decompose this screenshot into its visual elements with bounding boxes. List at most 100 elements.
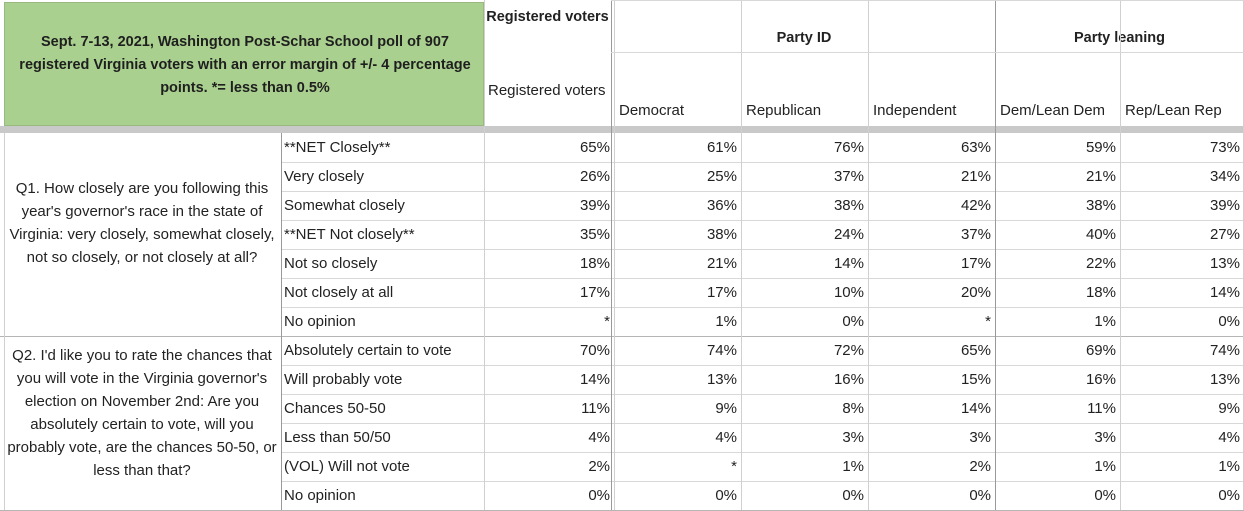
value-cell[interactable]: 34% (1209, 168, 1240, 185)
value-cell[interactable]: 2% (588, 458, 610, 475)
value-cell[interactable]: 16% (833, 371, 864, 388)
column-gridline (868, 0, 869, 510)
value-cell[interactable]: 76% (833, 139, 864, 156)
value-cell[interactable]: 1% (715, 313, 737, 330)
value-cell[interactable]: 3% (1094, 429, 1116, 446)
value-cell[interactable]: 38% (1085, 197, 1116, 214)
value-cell[interactable]: 65% (579, 139, 610, 156)
poll-title: Sept. 7-13, 2021, Washington Post-Schar … (19, 34, 471, 96)
value-cell[interactable]: 14% (1209, 284, 1240, 301)
value-cell[interactable]: 0% (1094, 487, 1116, 504)
column-header-independent: Independent (873, 102, 957, 119)
value-cell[interactable]: 9% (715, 400, 737, 417)
value-cell[interactable]: 72% (833, 342, 864, 359)
value-cell[interactable]: 69% (1085, 342, 1116, 359)
value-cell[interactable]: 0% (842, 487, 864, 504)
value-cell[interactable]: 21% (960, 168, 991, 185)
value-cell[interactable]: 9% (1218, 400, 1240, 417)
value-cell[interactable]: 20% (960, 284, 991, 301)
value-cell[interactable]: 38% (833, 197, 864, 214)
value-cell[interactable]: 24% (833, 226, 864, 243)
value-cell[interactable]: 3% (969, 429, 991, 446)
value-cell[interactable]: 4% (715, 429, 737, 446)
value-cell[interactable]: 1% (1094, 458, 1116, 475)
value-cell[interactable]: 4% (588, 429, 610, 446)
value-cell[interactable]: 40% (1085, 226, 1116, 243)
value-cell[interactable]: 1% (1218, 458, 1240, 475)
value-cell[interactable]: 16% (1085, 371, 1116, 388)
value-cell[interactable]: 0% (842, 313, 864, 330)
value-cell[interactable]: 21% (706, 255, 737, 272)
question-text: Q2. I'd like you to rate the chances tha… (7, 347, 277, 479)
value-cell[interactable]: 17% (579, 284, 610, 301)
header-separator (0, 126, 1244, 133)
value-cell[interactable]: 13% (1209, 255, 1240, 272)
value-cell[interactable]: * (731, 458, 737, 475)
value-cell[interactable]: 4% (1218, 429, 1240, 446)
question-text: Q1. How closely are you following this y… (9, 180, 275, 266)
value-cell[interactable]: * (985, 313, 991, 330)
value-cell[interactable]: 39% (1209, 197, 1240, 214)
row-gridline (281, 220, 1244, 221)
value-cell[interactable]: 8% (842, 400, 864, 417)
value-cell[interactable]: 61% (706, 139, 737, 156)
row-gridline (281, 278, 1244, 279)
column-gridline (1120, 0, 1121, 510)
value-cell[interactable]: 1% (1094, 313, 1116, 330)
value-cell[interactable]: 11% (581, 400, 610, 417)
value-cell[interactable]: 0% (969, 487, 991, 504)
value-cell[interactable]: 74% (1209, 342, 1240, 359)
value-cell[interactable]: 73% (1209, 139, 1240, 156)
column-gridline (484, 0, 485, 510)
value-cell[interactable]: 37% (833, 168, 864, 185)
row-label: Absolutely certain to vote (284, 342, 452, 359)
value-cell[interactable]: 17% (960, 255, 991, 272)
value-cell[interactable]: 22% (1085, 255, 1116, 272)
value-cell[interactable]: 2% (969, 458, 991, 475)
title-cell[interactable]: Sept. 7-13, 2021, Washington Post-Schar … (4, 2, 484, 126)
value-cell[interactable]: 70% (579, 342, 610, 359)
value-cell[interactable]: 18% (1085, 284, 1116, 301)
value-cell[interactable]: * (604, 313, 610, 330)
value-cell[interactable]: 0% (588, 487, 610, 504)
value-cell[interactable]: 0% (1218, 313, 1240, 330)
value-cell[interactable]: 39% (579, 197, 610, 214)
header-gridline (611, 52, 1244, 53)
value-cell[interactable]: 15% (960, 371, 991, 388)
value-cell[interactable]: 35% (579, 226, 610, 243)
column-header-democrat: Democrat (619, 102, 685, 119)
value-cell[interactable]: 13% (1209, 371, 1240, 388)
value-cell[interactable]: 36% (706, 197, 737, 214)
value-cell[interactable]: 17% (706, 284, 737, 301)
group-header-party-leaning: Party leaning (1073, 30, 1166, 46)
row-gridline (281, 191, 1244, 192)
value-cell[interactable]: 14% (579, 371, 610, 388)
value-cell[interactable]: 10% (833, 284, 864, 301)
value-cell[interactable]: 0% (1218, 487, 1240, 504)
value-cell[interactable]: 37% (960, 226, 991, 243)
row-gridline (281, 394, 1244, 395)
value-cell[interactable]: 42% (960, 197, 991, 214)
value-cell[interactable]: 26% (579, 168, 610, 185)
column-header-republican: Republican (746, 102, 822, 119)
value-cell[interactable]: 65% (960, 342, 991, 359)
value-cell[interactable]: 21% (1085, 168, 1116, 185)
value-cell[interactable]: 14% (833, 255, 864, 272)
value-cell[interactable]: 1% (842, 458, 864, 475)
value-cell[interactable]: 74% (706, 342, 737, 359)
value-cell[interactable]: 63% (960, 139, 991, 156)
value-cell[interactable]: 14% (960, 400, 991, 417)
row-label: (VOL) Will not vote (284, 458, 410, 475)
value-cell[interactable]: 18% (579, 255, 610, 272)
column-gridline (995, 0, 996, 510)
row-label: Not closely at all (284, 284, 394, 301)
value-cell[interactable]: 27% (1209, 226, 1240, 243)
row-label: Not so closely (284, 255, 378, 272)
value-cell[interactable]: 0% (715, 487, 737, 504)
value-cell[interactable]: 25% (706, 168, 737, 185)
value-cell[interactable]: 11% (1087, 400, 1116, 417)
value-cell[interactable]: 3% (842, 429, 864, 446)
value-cell[interactable]: 38% (706, 226, 737, 243)
value-cell[interactable]: 59% (1085, 139, 1116, 156)
value-cell[interactable]: 13% (706, 371, 737, 388)
